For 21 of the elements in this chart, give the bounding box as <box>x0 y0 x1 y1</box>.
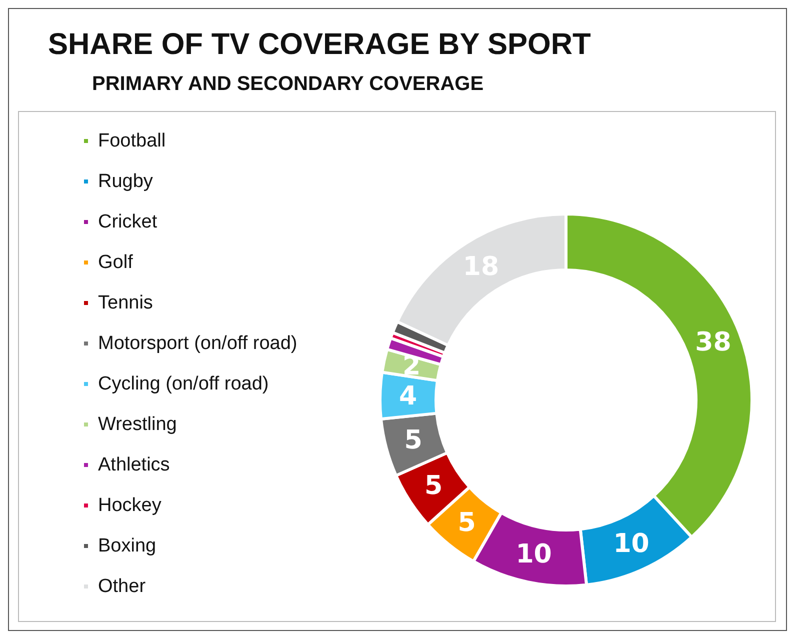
legend-label: Other <box>98 576 146 597</box>
chart-title: SHARE OF TV COVERAGE BY SPORT <box>48 28 591 61</box>
legend-label: Boxing <box>98 536 156 556</box>
legend-label: Motorsport (on/off road) <box>98 333 298 354</box>
data-label: 5 <box>404 426 422 456</box>
legend-label: Football <box>98 130 166 152</box>
data-label: 5 <box>458 508 476 538</box>
legend-label: Rugby <box>98 171 154 192</box>
data-label: 5 <box>424 471 443 502</box>
data-label: 38 <box>695 328 732 358</box>
legend-label: Golf <box>98 252 134 273</box>
legend-label: Cricket <box>98 212 158 232</box>
chart-subtitle: PRIMARY AND SECONDARY COVERAGE <box>92 73 484 95</box>
legend-label: Hockey <box>98 495 162 516</box>
data-label: 4 <box>398 381 418 412</box>
legend-label: Cycling (on/off road) <box>98 374 269 394</box>
legend-label: Athletics <box>98 454 170 476</box>
data-label: 10 <box>613 528 650 559</box>
legend-label: Tennis <box>98 292 153 314</box>
data-label: 10 <box>516 540 552 570</box>
legend-label: Wrestling <box>98 414 177 435</box>
